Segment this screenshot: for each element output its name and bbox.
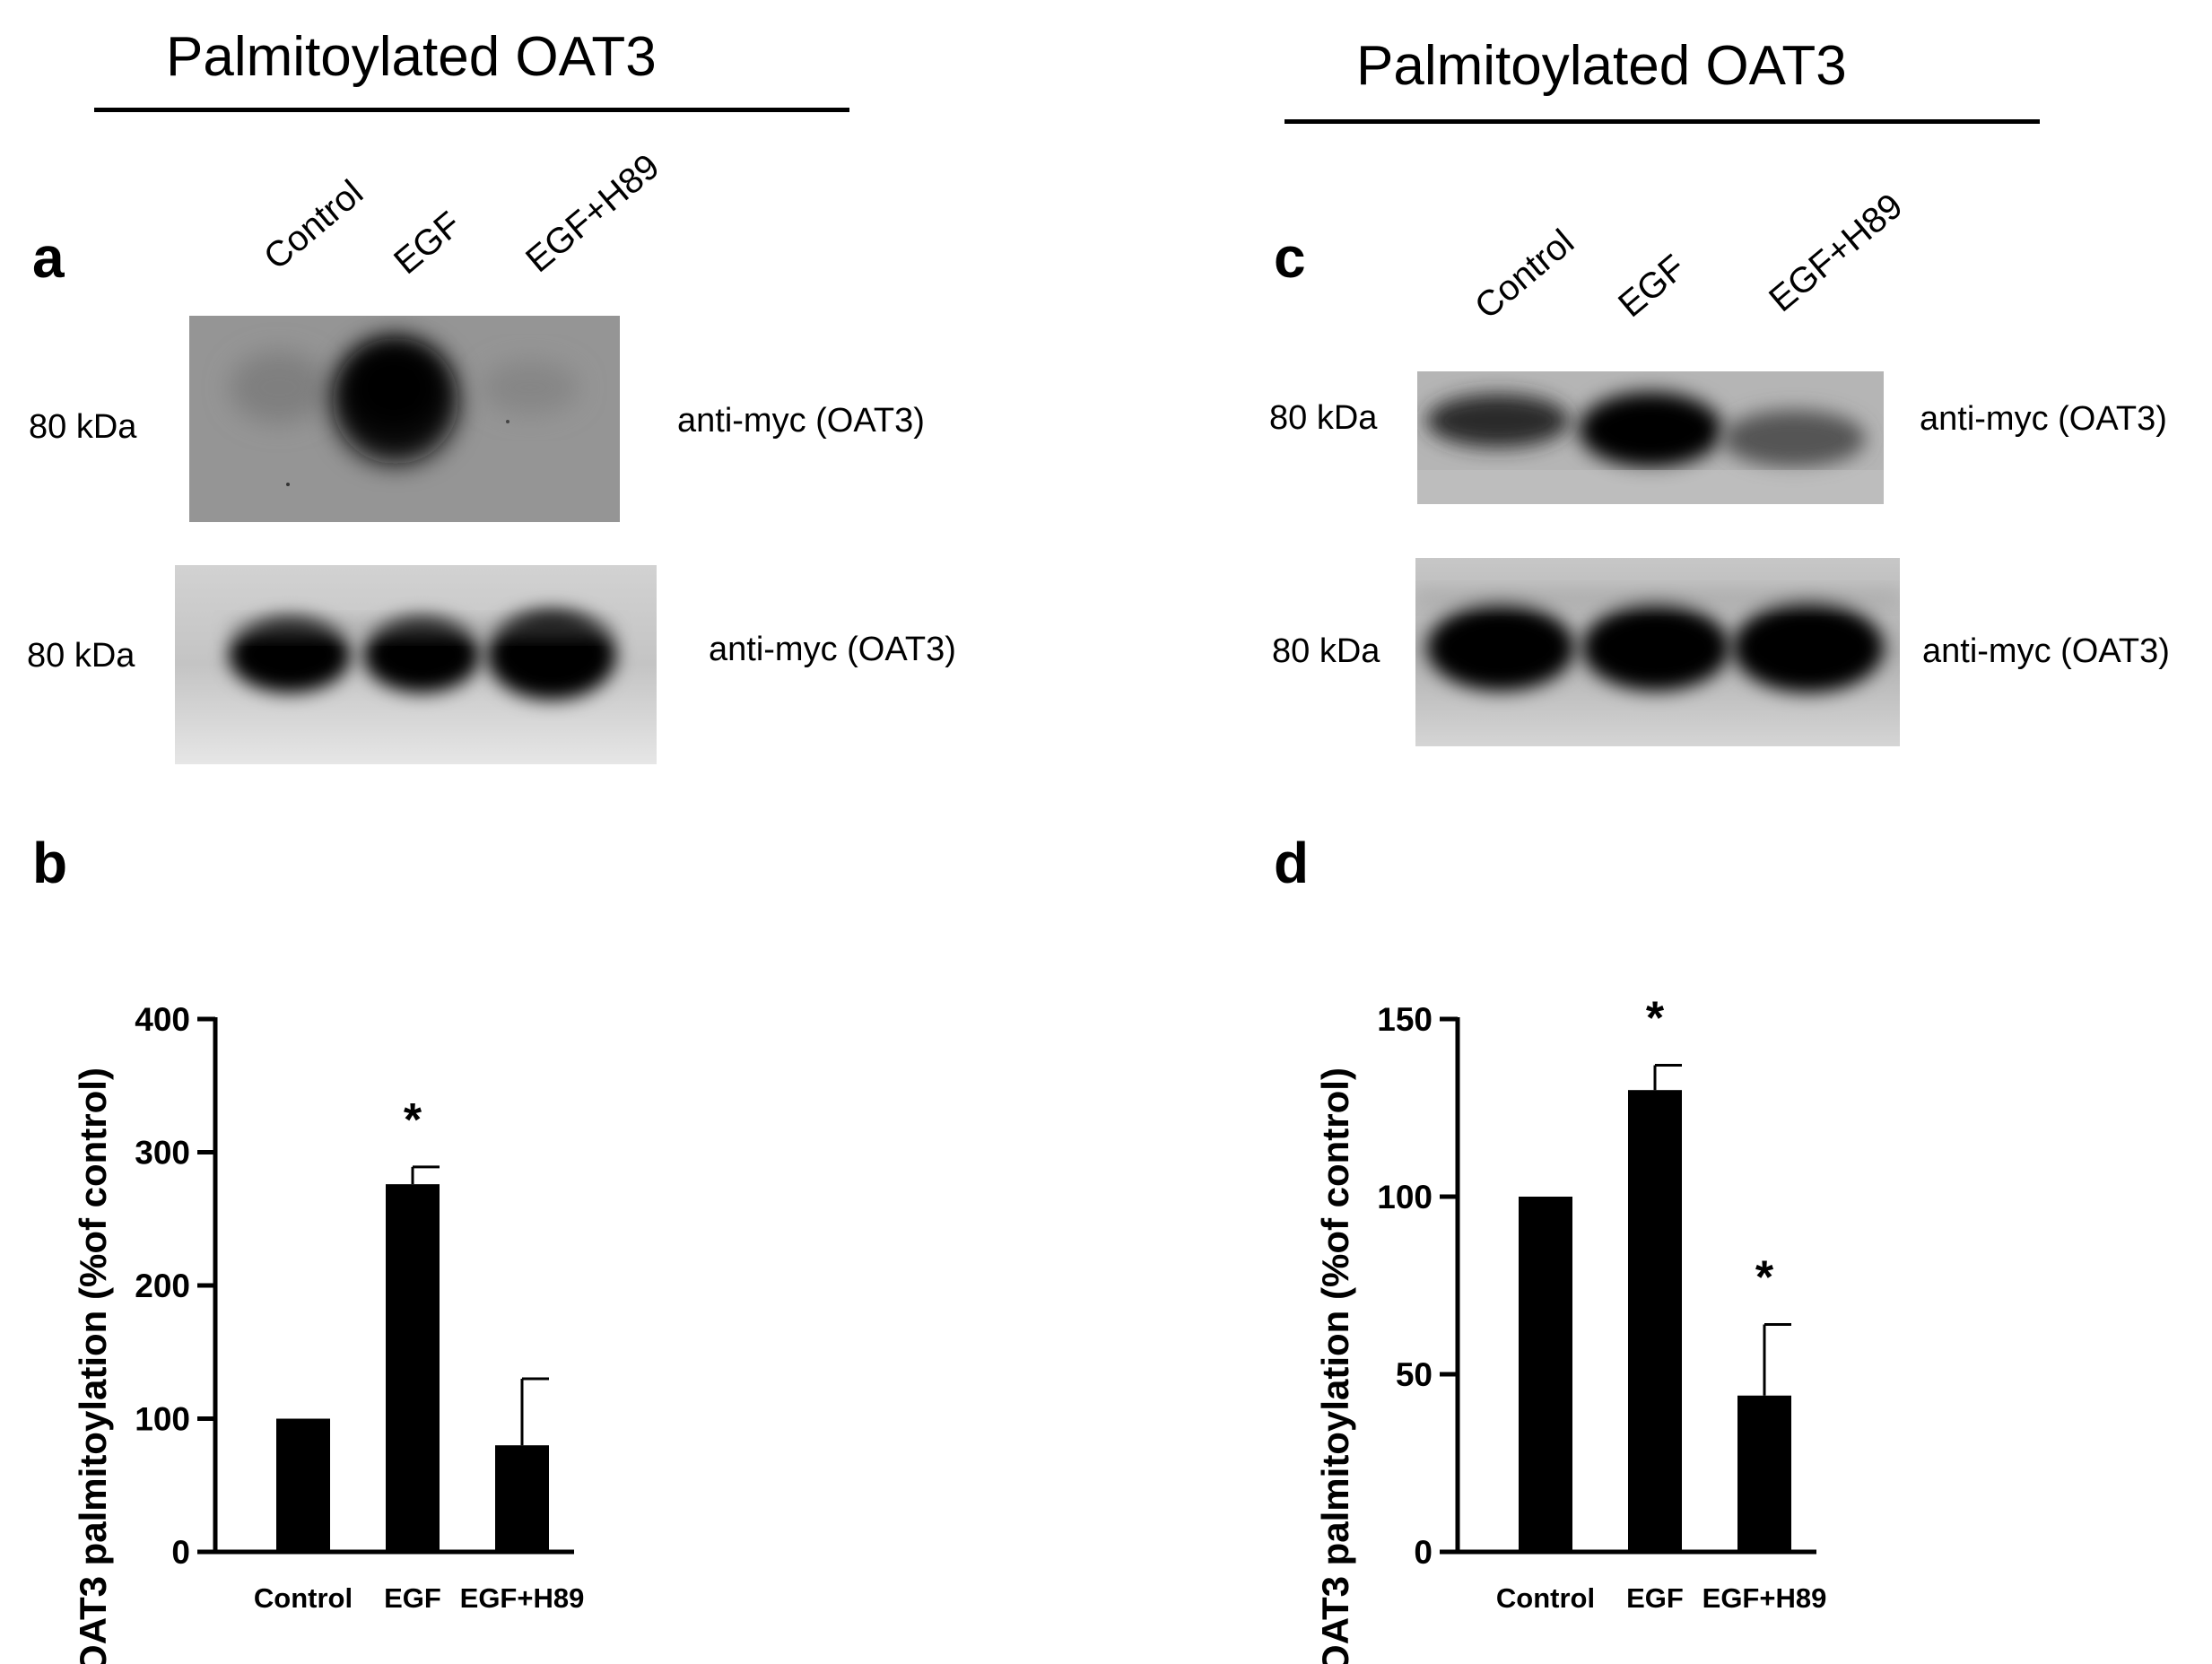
lane-label: EGF bbox=[387, 204, 469, 283]
bar bbox=[1628, 1090, 1682, 1552]
y-tick-label: 200 bbox=[135, 1268, 190, 1304]
y-tick-label: 100 bbox=[1377, 1179, 1433, 1215]
y-axis-label: OAT3 palmitoylation (%of control) bbox=[72, 1067, 114, 1664]
x-tick-label: EGF+H89 bbox=[460, 1582, 585, 1614]
bar bbox=[386, 1184, 440, 1552]
panel-letter-b: b bbox=[32, 831, 68, 895]
panel-letter-a: a bbox=[32, 225, 65, 290]
bar bbox=[1519, 1197, 1572, 1552]
y-tick-label: 50 bbox=[1396, 1356, 1433, 1393]
lane-label: EGF+H89 bbox=[1762, 186, 1911, 320]
y-tick-label: 0 bbox=[1414, 1534, 1433, 1571]
heading-rule-right bbox=[1285, 119, 2040, 124]
mw-label: 80 kDa bbox=[1269, 399, 1378, 437]
significance-marker: * bbox=[1755, 1252, 1774, 1304]
heading-rule-left bbox=[94, 108, 849, 112]
y-tick-label: 100 bbox=[135, 1401, 190, 1438]
y-tick-label: 150 bbox=[1377, 1001, 1433, 1038]
significance-marker: * bbox=[404, 1094, 422, 1146]
x-tick-label: Control bbox=[1496, 1582, 1595, 1614]
x-tick-label: EGF+H89 bbox=[1703, 1582, 1827, 1614]
x-tick-label: EGF bbox=[384, 1582, 441, 1614]
western-blot-bottom-a bbox=[175, 565, 657, 764]
x-tick-label: Control bbox=[254, 1582, 353, 1614]
x-tick-label: EGF bbox=[1626, 1582, 1684, 1614]
lane-label: Control bbox=[1467, 222, 1582, 327]
western-blot-top-c bbox=[1417, 371, 1884, 504]
lane-label: EGF+H89 bbox=[518, 146, 667, 281]
antibody-label: anti-myc (OAT3) bbox=[1920, 400, 2167, 438]
antibody-label: anti-myc (OAT3) bbox=[709, 631, 956, 668]
lane-label: EGF bbox=[1611, 247, 1694, 326]
bar bbox=[276, 1418, 330, 1552]
y-tick-label: 400 bbox=[135, 1001, 190, 1038]
significance-marker: * bbox=[1646, 992, 1665, 1044]
bar-chart-b: 0 100 200 300 400 Control * EGF EGF+H89 OAT3 palm… bbox=[72, 1001, 585, 1664]
antibody-label: anti-myc (OAT3) bbox=[677, 402, 925, 440]
heading-right: Palmitoylated OAT3 bbox=[1356, 35, 1847, 97]
panel-letter-d: d bbox=[1274, 831, 1310, 895]
y-axis-label: OAT3 palmitoylation (%of control) bbox=[1314, 1067, 1356, 1664]
western-blot-bottom-c bbox=[1415, 558, 1900, 746]
antibody-label: anti-myc (OAT3) bbox=[1922, 632, 2170, 670]
bar bbox=[495, 1445, 549, 1552]
bar bbox=[1737, 1395, 1791, 1552]
y-tick-label: 0 bbox=[171, 1534, 190, 1571]
bar-chart-d: 0 50 100 150 Control * EGF * EGF+H89 OAT3 palmito… bbox=[1314, 992, 1827, 1664]
y-tick-label: 300 bbox=[135, 1135, 190, 1172]
mw-label: 80 kDa bbox=[29, 408, 137, 446]
mw-label: 80 kDa bbox=[27, 637, 135, 675]
western-blot-top-a bbox=[189, 316, 620, 522]
mw-label: 80 kDa bbox=[1272, 632, 1380, 670]
heading-left: Palmitoylated OAT3 bbox=[166, 26, 657, 88]
lane-label: Control bbox=[257, 172, 371, 278]
panel-letter-c: c bbox=[1274, 225, 1306, 290]
